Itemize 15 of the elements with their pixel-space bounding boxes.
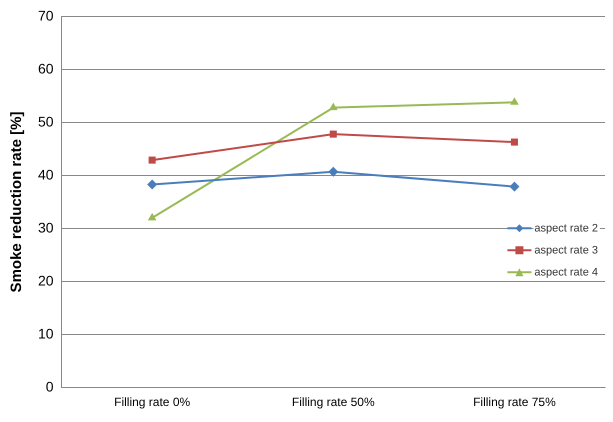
legend-label: aspect rate 2	[534, 222, 598, 234]
legend-label: aspect rate 3	[534, 244, 598, 256]
x-tick-label: Filling rate 0%	[114, 395, 190, 410]
y-tick-label: 70	[38, 7, 54, 24]
y-tick-label: 40	[38, 166, 54, 182]
y-tick-label: 0	[46, 378, 54, 394]
y-tick-label: 60	[38, 60, 54, 76]
y-axis-title: Smoke reduction rate [%]	[8, 112, 26, 292]
legend-label: aspect rate 4	[534, 266, 598, 278]
x-tick-label: Filling rate 50%	[292, 395, 375, 410]
x-tick-label: Filling rate 75%	[473, 395, 556, 410]
y-tick-label: 20	[38, 272, 54, 288]
y-tick-label: 10	[38, 325, 54, 342]
y-tick-label: 30	[38, 219, 54, 236]
y-tick-label: 50	[38, 113, 54, 130]
